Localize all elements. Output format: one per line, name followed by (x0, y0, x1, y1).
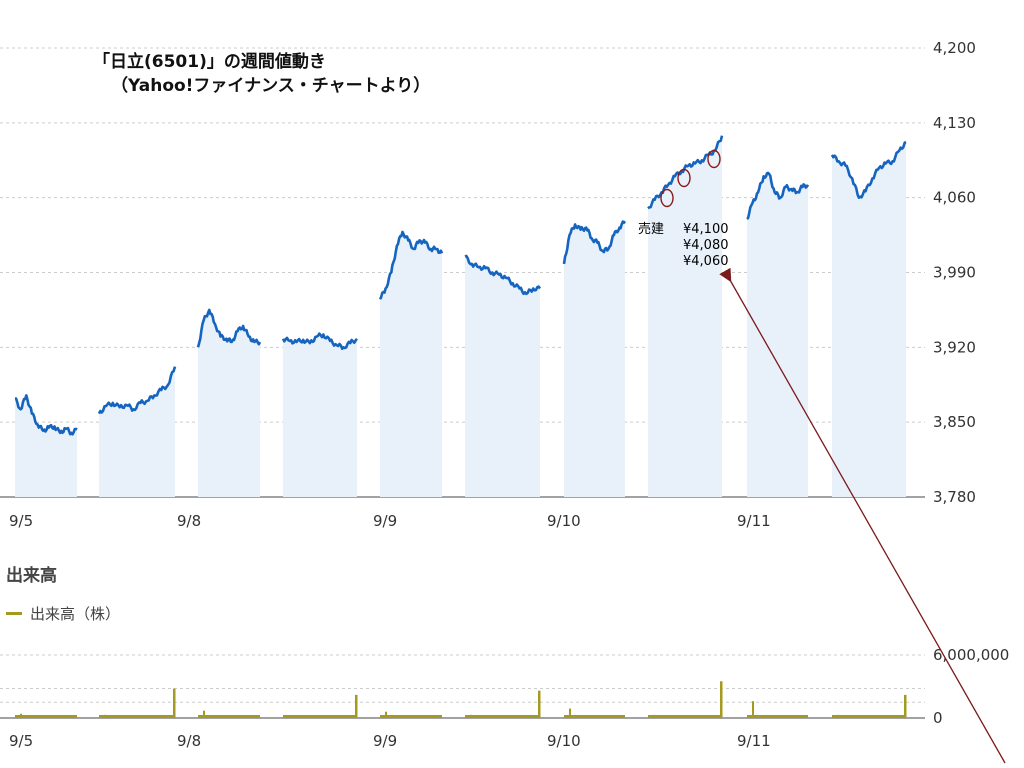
volume-y-tick-label: 0 (933, 709, 943, 727)
price-area-9/10-PM (648, 135, 722, 497)
sell-marker-circle (660, 188, 674, 208)
volume-bar-baseline (283, 715, 357, 718)
price-y-tick-label: 3,920 (933, 338, 976, 356)
price-line-9/11-AM (746, 171, 810, 220)
volume-bar-baseline (198, 715, 260, 718)
price-x-tick-label: 9/9 (373, 512, 397, 530)
volume-bar-baseline (99, 715, 175, 718)
volume-bar-open (837, 714, 839, 718)
sell-price-1: ¥4,100 (683, 222, 729, 237)
price-line-9/5-PM (97, 366, 177, 415)
sell-price-3: ¥4,060 (683, 254, 729, 269)
volume-bar-baseline (832, 715, 906, 718)
price-y-tick-label: 4,130 (933, 114, 976, 132)
price-x-tick-label: 9/8 (177, 512, 201, 530)
price-y-tick-label: 4,200 (933, 39, 976, 57)
volume-bar-open (653, 714, 655, 718)
volume-bar-baseline (465, 715, 540, 718)
price-y-axis: 4,200 4,130 4,060 3,990 3,920 3,850 3,780 (933, 39, 976, 506)
volume-gridlines (0, 654, 925, 719)
sell-marker-circle (677, 168, 691, 188)
price-area-9/8-AM (198, 309, 260, 497)
price-line-9/10-AM (562, 220, 627, 265)
volume-bar-open (470, 714, 472, 718)
volume-bar-baseline (380, 715, 442, 718)
volume-legend[interactable]: 出来高（株） (6, 603, 120, 624)
volume-bar-close (173, 688, 176, 718)
volume-bar-baseline (15, 715, 77, 718)
volume-y-tick-label: 6,000,000 (933, 646, 1009, 664)
volume-bar-close (355, 694, 358, 718)
sell-marker-circle (707, 149, 721, 169)
volume-x-tick-label: 9/9 (373, 732, 397, 750)
volume-x-axis: 9/5 9/8 9/9 9/10 9/11 (9, 732, 771, 750)
price-y-tick-label: 4,060 (933, 189, 976, 207)
price-area-9/9-AM (380, 231, 442, 497)
chart-title: 「日立(6501)」の週間値動き （Yahoo!ファイナンス・チャートより） (93, 50, 430, 98)
price-area-9/10-AM (564, 221, 625, 497)
volume-bars (15, 681, 907, 718)
volume-x-tick-label: 9/10 (547, 732, 581, 750)
price-line-9/9-AM (378, 230, 444, 300)
volume-bar-baseline (648, 715, 722, 718)
volume-legend-swatch (6, 612, 22, 615)
annotation-arrow (719, 267, 1006, 764)
chart-title-main: 「日立(6501)」の週間値動き (93, 52, 326, 72)
price-y-tick-label: 3,990 (933, 264, 976, 282)
price-area-9/5-PM (99, 366, 175, 497)
price-x-tick-label: 9/5 (9, 512, 33, 530)
price-x-tick-label: 9/11 (737, 512, 771, 530)
volume-bar-close (720, 681, 723, 718)
volume-x-tick-label: 9/5 (9, 732, 33, 750)
price-x-axis: 9/5 9/8 9/9 9/10 9/11 (9, 512, 771, 530)
volume-bar-open (385, 711, 387, 718)
sell-label: 売建 (638, 221, 664, 237)
price-area-9/5-AM (15, 395, 77, 497)
volume-bar-open (20, 713, 22, 718)
volume-x-tick-label: 9/8 (177, 732, 201, 750)
volume-bar-open (288, 715, 290, 718)
volume-y-axis: 6,000,000 0 (933, 646, 1009, 727)
price-x-tick-label: 9/10 (547, 512, 581, 530)
price-area-9/11-AM (747, 172, 808, 497)
volume-bar-open (104, 714, 106, 718)
price-line-9/5-AM (14, 394, 78, 436)
price-area-9/11-PM (832, 142, 906, 497)
price-line-9/11-PM (830, 140, 907, 199)
price-area-9/9-PM (465, 256, 540, 497)
price-area-9/8-PM (283, 333, 357, 497)
volume-bar-open (752, 701, 754, 718)
price-line-9/9-PM (464, 254, 542, 296)
volume-bar-open (569, 708, 571, 718)
volume-bar-baseline (564, 715, 625, 718)
sell-price-2: ¥4,080 (683, 238, 729, 253)
sell-markers (660, 149, 721, 208)
price-line-9/8-PM (281, 332, 358, 351)
volume-bar-open (203, 710, 205, 718)
price-y-tick-label: 3,780 (933, 488, 976, 506)
volume-bar-close (904, 694, 907, 718)
price-y-tick-label: 3,850 (933, 413, 976, 431)
volume-bar-baseline (747, 715, 808, 718)
volume-bar-close (538, 690, 541, 718)
volume-legend-label: 出来高（株） (30, 605, 121, 623)
volume-x-tick-label: 9/11 (737, 732, 771, 750)
volume-panel-label: 出来高 (6, 566, 57, 586)
price-area-fills (15, 135, 906, 497)
price-line-9/8-AM (196, 308, 262, 348)
chart-title-source: （Yahoo!ファイナンス・チャートより） (111, 76, 431, 96)
